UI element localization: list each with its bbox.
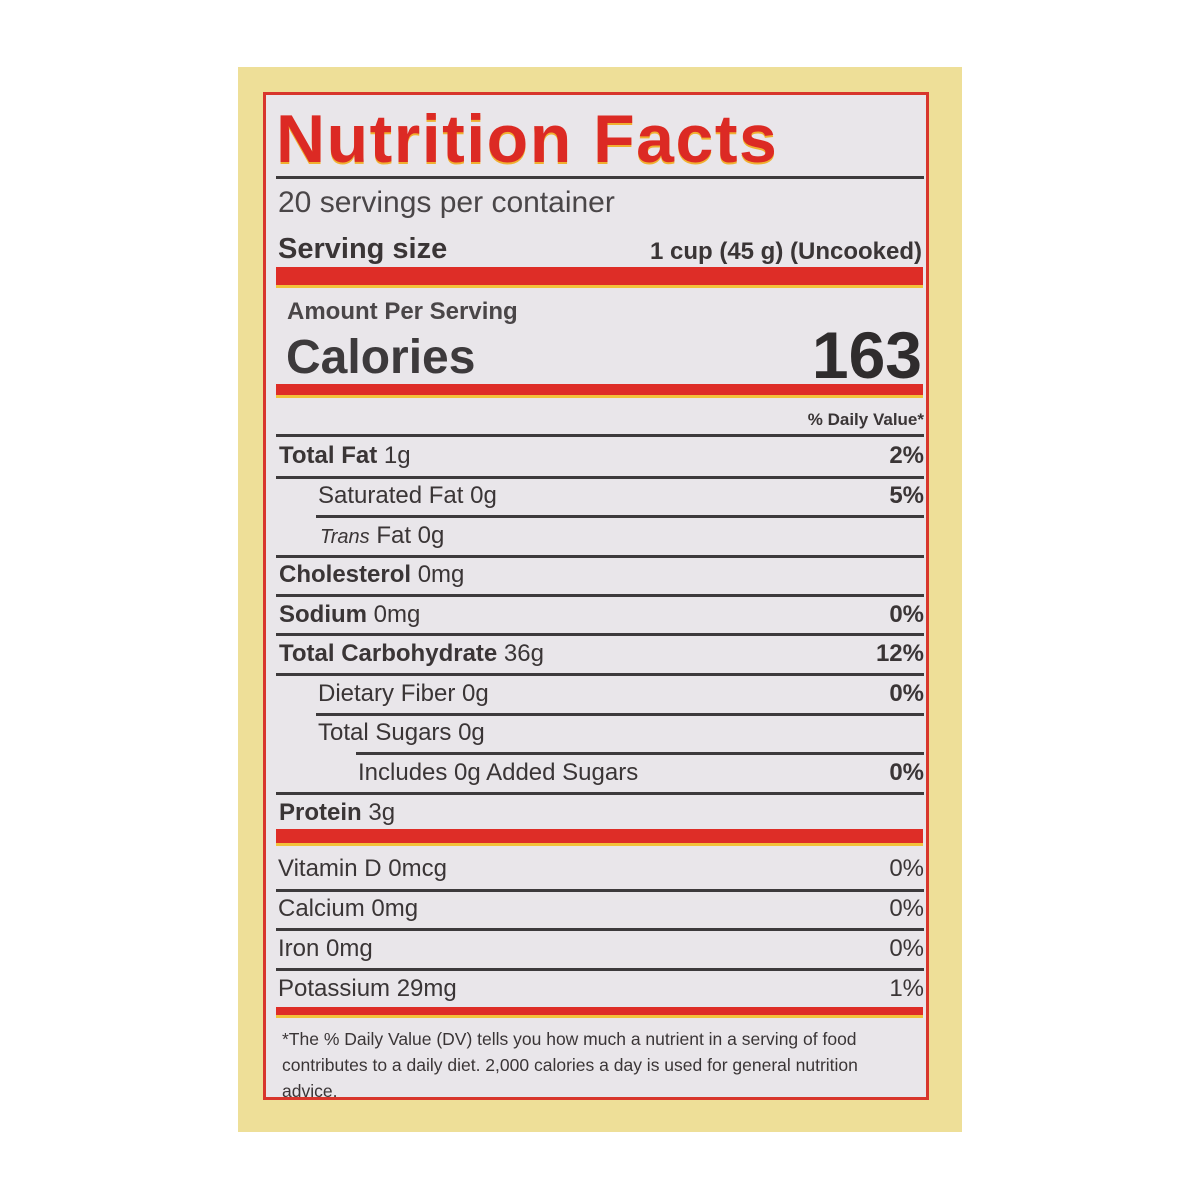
nutrient-name: Total Carbohydrate (279, 640, 498, 667)
medium-divider (276, 384, 923, 398)
divider (276, 928, 924, 931)
divider (276, 633, 924, 636)
nutrient-row-total-fat: Total Fat 1g 2% (276, 438, 924, 474)
thick-divider (276, 267, 923, 288)
nutrient-row-added-sugars: Includes 0g Added Sugars 0% (276, 755, 924, 791)
nutrient-amount: 0g (458, 719, 485, 746)
nutrient-row-trans-fat: Trans Fat 0g (276, 518, 924, 554)
servings-per-container: 20 servings per container (278, 186, 615, 219)
nutrient-name: Sodium (279, 601, 367, 628)
nutrient-row-protein: Protein 3g (276, 795, 924, 831)
divider (316, 713, 924, 716)
nutrient-name: Includes 0g Added Sugars (358, 759, 639, 786)
nutrient-row-dietary-fiber: Dietary Fiber 0g 0% (276, 676, 924, 712)
nutrient-row-total-carbohydrate: Total Carbohydrate 36g 12% (276, 636, 924, 672)
nutrient-amount: 0g (417, 522, 445, 549)
divider (316, 515, 924, 518)
vitamin-dv: 0% (889, 855, 924, 882)
nutrient-name: Dietary Fiber (318, 680, 456, 707)
vitamin-name: Potassium 29mg (278, 975, 457, 1002)
nutrient-dv: 2% (889, 442, 924, 469)
divider (276, 594, 924, 597)
vitamin-name: Vitamin D 0mcg (278, 855, 447, 882)
amount-per-serving: Amount Per Serving (287, 298, 518, 325)
nutrient-amount: 0g (462, 680, 489, 707)
divider (276, 968, 924, 971)
vitamin-row-calcium: Calcium 0mg 0% (276, 891, 924, 927)
nutrient-dv: 0% (889, 759, 924, 786)
divider (276, 476, 924, 479)
nutrient-amount: 1g (383, 442, 411, 469)
divider (276, 889, 924, 892)
label-title: Nutrition Facts (276, 101, 779, 177)
nutrient-name: Trans (320, 526, 370, 548)
nutrient-name: Total Fat (279, 442, 378, 469)
nutrient-row-saturated-fat: Saturated Fat 0g 5% (276, 478, 924, 514)
divider (276, 434, 924, 437)
nutrient-amount: 3g (368, 799, 396, 826)
serving-size-value: 1 cup (45 g) (Uncooked) (649, 238, 922, 265)
nutrient-amount: 0mg (417, 561, 465, 588)
calories-value: 163 (811, 318, 922, 392)
divider-bar (276, 1007, 923, 1018)
nutrient-name: Total Sugars (318, 719, 452, 746)
vitamin-name: Iron 0mg (278, 935, 373, 962)
nutrient-amount: 0g (470, 482, 497, 509)
nutrient-dv: 5% (889, 482, 924, 509)
divider (356, 752, 924, 755)
vitamin-name: Calcium 0mg (278, 895, 419, 922)
thick-divider (276, 829, 923, 846)
nutrient-dv: 0% (889, 680, 924, 707)
vitamin-row-vitamin-d: Vitamin D 0mcg 0% (276, 851, 924, 887)
divider (276, 673, 924, 676)
nutrient-dv: 12% (875, 640, 924, 667)
divider (276, 176, 924, 179)
vitamin-dv: 0% (889, 935, 924, 962)
vitamin-dv: 1% (889, 975, 924, 1002)
nutrient-name: Protein (279, 799, 362, 826)
vitamin-dv: 0% (889, 895, 924, 922)
nutrient-row-cholesterol: Cholesterol 0mg (276, 557, 924, 593)
nutrient-name-suffix: Fat (376, 522, 411, 549)
vitamin-row-potassium: Potassium 29mg 1% (276, 971, 924, 1007)
nutrient-amount: 36g (503, 640, 544, 667)
nutrient-dv: 0% (889, 601, 924, 628)
footnote: *The % Daily Value (DV) tells you how mu… (282, 1029, 858, 1101)
nutrient-row-sodium: Sodium 0mg 0% (276, 597, 924, 633)
serving-size-label: Serving size (278, 233, 448, 265)
nutrient-name: Saturated Fat (318, 482, 464, 509)
calories-label: Calories (286, 331, 476, 384)
nutrient-row-total-sugars: Total Sugars 0g (276, 715, 924, 751)
daily-value-header: % Daily Value* (807, 410, 924, 429)
divider (276, 555, 924, 558)
divider (276, 792, 924, 795)
nutrient-amount: 0mg (373, 601, 421, 628)
nutrient-name: Cholesterol (279, 561, 412, 588)
vitamin-row-iron: Iron 0mg 0% (276, 931, 924, 967)
